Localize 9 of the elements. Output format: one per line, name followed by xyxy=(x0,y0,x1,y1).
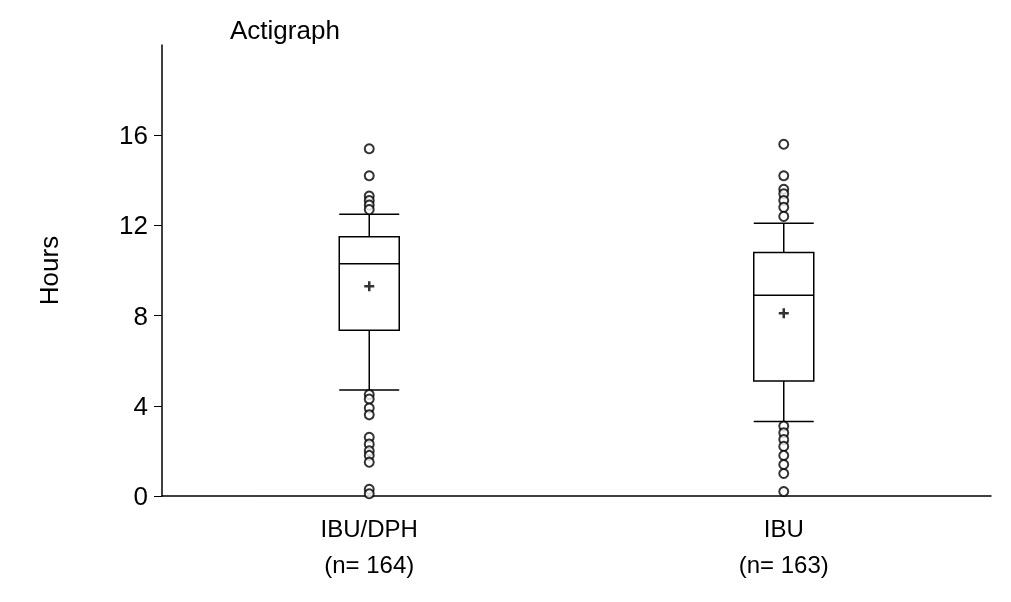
x-tick-label: IBU (n= 163) xyxy=(738,514,829,578)
y-tick-label: 8 xyxy=(133,300,148,331)
x-tick-label: IBU/DPH (n= 164) xyxy=(320,514,418,578)
y-tick-label: 4 xyxy=(133,390,148,421)
chart-title: Actigraph xyxy=(230,15,340,45)
y-tick-label: 0 xyxy=(133,481,148,511)
y-axis-title: Hours xyxy=(34,235,64,306)
y-tick-label: 16 xyxy=(119,120,148,151)
y-tick-label: 12 xyxy=(119,210,148,241)
